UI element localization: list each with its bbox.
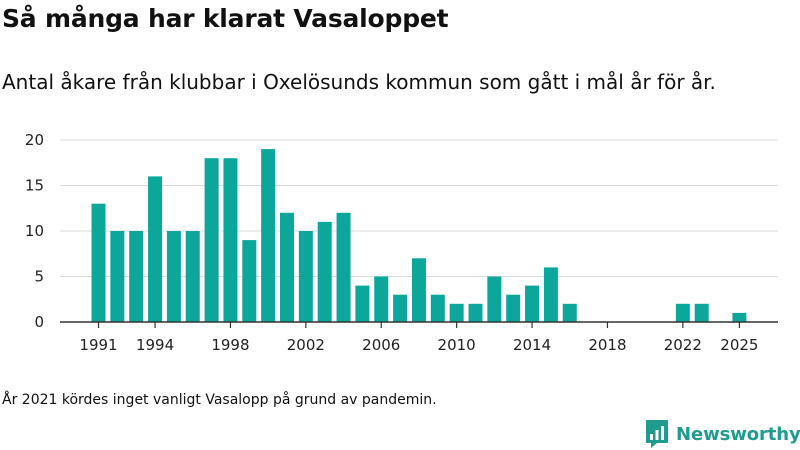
x-tick-label: 2010 xyxy=(438,336,476,354)
bar-2016 xyxy=(562,303,577,322)
bar-2012 xyxy=(487,276,502,322)
x-tick-label: 1994 xyxy=(136,336,174,354)
x-tick-label: 2014 xyxy=(513,336,551,354)
bar-2001 xyxy=(280,212,294,322)
x-tick-label: 1998 xyxy=(211,336,249,354)
y-tick-label: 20 xyxy=(25,131,44,149)
bar-2006 xyxy=(374,276,389,322)
footnote: År 2021 kördes inget vanligt Vasalopp på… xyxy=(2,392,437,408)
x-tick-label: 2006 xyxy=(362,336,400,354)
y-axis-ticks: 0 5 10 15 20 xyxy=(25,131,44,331)
bar-1994 xyxy=(148,176,163,322)
x-tick-label: 1991 xyxy=(79,336,117,354)
y-tick-label: 5 xyxy=(34,268,44,286)
bars xyxy=(91,149,747,322)
bar-2003 xyxy=(317,221,332,322)
brand-name: Newsworthy xyxy=(676,423,800,445)
bar-1996 xyxy=(185,231,200,322)
bar-2013 xyxy=(506,294,521,322)
x-tick-label: 2018 xyxy=(588,336,626,354)
bar-1997 xyxy=(204,158,219,322)
bar-2007 xyxy=(393,294,408,322)
bar-chart: 0 5 10 15 20 1991 1994 1998 2002 2006 2010 2014 201… xyxy=(25,131,778,354)
x-tick-label: 2025 xyxy=(720,336,758,354)
bar-2004 xyxy=(336,212,351,322)
x-tick-label: 2002 xyxy=(287,336,325,354)
bar-2009 xyxy=(430,294,445,322)
bar-1999 xyxy=(242,240,257,322)
bar-2015 xyxy=(543,267,558,322)
y-tick-label: 0 xyxy=(34,313,44,331)
bar-2000 xyxy=(261,149,276,322)
bar-1991 xyxy=(91,203,106,322)
bar-2005 xyxy=(355,285,370,322)
bar-2008 xyxy=(411,258,426,322)
bar-2022 xyxy=(675,303,690,322)
newsworthy-bar-chart-logo-icon xyxy=(646,420,668,448)
bar-2002 xyxy=(298,231,313,322)
bar-1998 xyxy=(223,158,238,322)
bar-2011 xyxy=(468,303,483,322)
bar-2023 xyxy=(694,303,709,322)
bar-1993 xyxy=(129,231,144,322)
bar-2014 xyxy=(525,285,540,322)
y-tick-label: 10 xyxy=(25,222,44,240)
x-tick-label: 2022 xyxy=(664,336,702,354)
bar-1995 xyxy=(166,231,181,322)
bar-1992 xyxy=(110,231,125,322)
x-axis-ticks: 1991 1994 1998 2002 2006 2010 2014 2018 2022 2025 xyxy=(79,322,758,354)
chart-subtitle: Antal åkare från klubbar i Oxelösunds ko… xyxy=(2,70,716,94)
brand: Newsworthy xyxy=(645,419,800,449)
y-tick-label: 15 xyxy=(25,177,44,195)
bar-2010 xyxy=(449,303,464,322)
bar-2025 xyxy=(732,312,747,322)
chart-title: Så många har klarat Vasaloppet xyxy=(2,4,449,33)
